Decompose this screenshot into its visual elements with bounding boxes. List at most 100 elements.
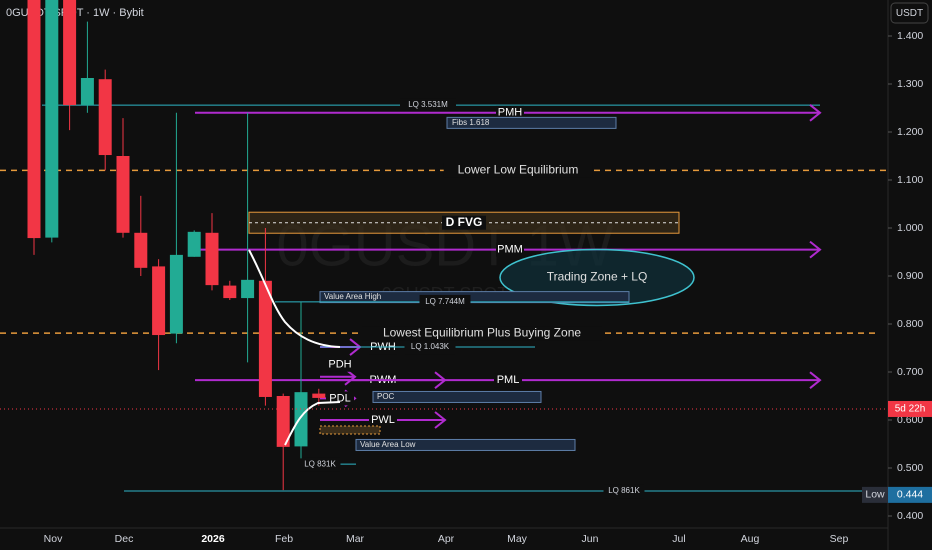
- candle: [276, 393, 290, 491]
- y-tick-label: 1.000: [897, 222, 923, 234]
- x-tick-label: Jul: [672, 533, 685, 545]
- level-label: PWL: [371, 414, 395, 426]
- low-tag-bg: [862, 486, 888, 503]
- label-bg: [496, 105, 524, 120]
- zone-label: POC: [377, 392, 395, 401]
- candle: [134, 195, 148, 276]
- low-price-bg: [888, 486, 932, 503]
- candle-body: [241, 279, 255, 299]
- candle: [294, 301, 308, 459]
- candle-body: [98, 79, 112, 156]
- low-tag-label: Low: [865, 489, 885, 501]
- zone-box: [372, 390, 542, 403]
- y-tick-label: 0.500: [897, 462, 923, 474]
- currency-button[interactable]: [890, 2, 929, 24]
- x-tick-label: Apr: [438, 533, 455, 545]
- liquidity-label: LQ 831K: [304, 459, 336, 468]
- label-bg: [443, 163, 593, 178]
- currency-label[interactable]: USDT: [896, 8, 923, 19]
- trading-zone-label: Trading Zone + LQ: [547, 270, 648, 284]
- y-tick-label: 0.900: [897, 270, 923, 282]
- plot: LQ 3.531M PMH Fibs 1.618 Lower Low Equilibr…: [0, 0, 888, 499]
- equilibrium-label: Lower Low Equilibrium: [458, 163, 579, 177]
- x-tick-label: Jun: [582, 533, 599, 545]
- candle-body: [294, 392, 308, 447]
- level-label: PDH: [328, 359, 351, 371]
- level-label: PMM: [497, 244, 523, 256]
- candle-body: [223, 285, 237, 299]
- candle: [187, 230, 201, 257]
- candle-body: [63, 0, 77, 106]
- zone-box: [446, 116, 617, 129]
- arrow-head: [809, 104, 822, 122]
- label-bg: [496, 242, 524, 257]
- liquidity-label: LQ 861K: [608, 486, 640, 495]
- candle: [45, 0, 59, 243]
- x-tick-label: May: [507, 533, 528, 545]
- candle: [258, 228, 272, 406]
- y-tick-label: 1.300: [897, 78, 923, 90]
- y-tick-label: 0.800: [897, 318, 923, 330]
- zone-label: Fibs 1.618: [452, 118, 490, 127]
- label-bg: [361, 326, 603, 341]
- fvg-label: D FVG: [446, 215, 483, 229]
- x-tick-label: Feb: [275, 533, 293, 545]
- candle-body: [258, 280, 272, 397]
- zone-label: Value Area High: [324, 292, 381, 301]
- candle: [241, 112, 255, 363]
- y-tick-label: 1.400: [897, 30, 923, 42]
- liquidity-label: LQ 7.744M: [425, 297, 465, 306]
- candle-body: [312, 393, 326, 398]
- candle: [116, 118, 130, 238]
- y-tick-label: 0.700: [897, 366, 923, 378]
- candle: [98, 69, 112, 171]
- label-bg: [369, 413, 397, 427]
- ma-curve: [284, 401, 341, 446]
- candle: [223, 280, 237, 300]
- liquidity-label: LQ 1.043K: [411, 342, 450, 351]
- zone-box: [319, 291, 630, 304]
- label-bg: [419, 294, 471, 309]
- candle-body: [152, 266, 166, 336]
- liquidity-label: LQ 3.531M: [408, 100, 448, 109]
- candle-body: [205, 232, 219, 286]
- ma-curve: [248, 249, 341, 348]
- x-tick-label: Aug: [741, 533, 760, 545]
- candle: [152, 259, 166, 371]
- y-tick-label: 1.100: [897, 174, 923, 186]
- x-tick-label: 2026: [201, 533, 225, 545]
- candle-body: [116, 156, 130, 233]
- candle-body: [134, 232, 148, 268]
- candle: [169, 112, 183, 344]
- level-label: PML: [497, 374, 520, 386]
- countdown-bg: [888, 400, 932, 417]
- y-tick-label: 1.200: [897, 126, 923, 138]
- orange-box: [319, 425, 381, 435]
- label-bg: [299, 457, 341, 472]
- arrow-head: [809, 240, 822, 259]
- candle: [63, 0, 77, 131]
- arrow-head: [809, 371, 822, 389]
- x-tick-label: Sep: [830, 533, 849, 545]
- candle: [27, 0, 41, 255]
- low-price-label: 0.444: [897, 489, 923, 501]
- label-bg: [603, 484, 645, 499]
- y-tick-label: 0.400: [897, 510, 923, 522]
- label-bg: [400, 98, 456, 113]
- candle-body: [27, 0, 41, 239]
- zone-label: Value Area Low: [360, 440, 416, 449]
- x-tick-label: Nov: [44, 533, 63, 545]
- label-bg: [404, 340, 456, 355]
- label-bg: [494, 373, 522, 388]
- label-bg: [326, 357, 354, 372]
- arrow-head: [434, 411, 447, 429]
- countdown-label: 5d 22h: [895, 404, 926, 415]
- candle-body: [80, 78, 94, 106]
- candle-body: [45, 0, 59, 238]
- candle-body: [276, 396, 290, 447]
- candle: [205, 213, 219, 291]
- x-tick-label: Dec: [115, 533, 134, 545]
- candle: [80, 21, 94, 113]
- candle-body: [169, 254, 183, 334]
- label-bg: [442, 215, 486, 230]
